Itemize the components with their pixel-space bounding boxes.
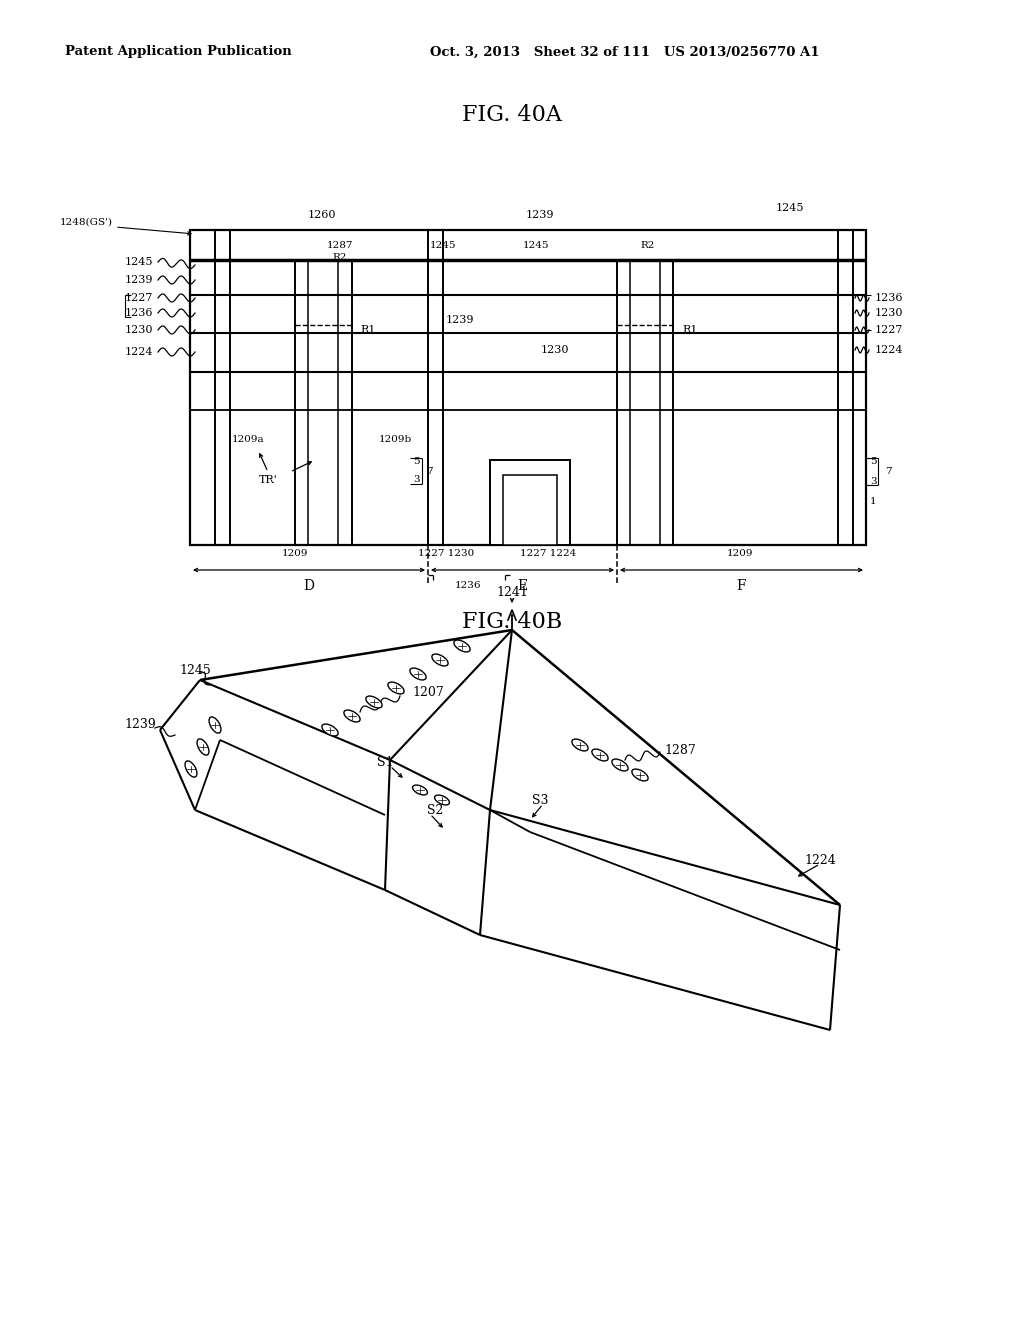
Ellipse shape: [612, 759, 628, 771]
Text: TR': TR': [259, 475, 278, 484]
Text: 1224: 1224: [125, 347, 153, 356]
Ellipse shape: [432, 653, 449, 667]
Text: 1230: 1230: [874, 308, 903, 318]
Text: 1207: 1207: [412, 685, 443, 698]
Text: F: F: [736, 579, 746, 593]
Text: 1227 1230: 1227 1230: [418, 549, 474, 557]
Text: 1: 1: [870, 498, 877, 507]
Text: 7: 7: [885, 467, 892, 477]
Ellipse shape: [434, 795, 450, 805]
Text: 1236: 1236: [455, 581, 481, 590]
Text: 1245: 1245: [776, 203, 804, 213]
Ellipse shape: [366, 696, 382, 708]
Text: 1239: 1239: [125, 275, 153, 285]
Text: 1236: 1236: [874, 293, 903, 304]
Text: FIG. 40A: FIG. 40A: [462, 104, 562, 125]
Bar: [503, 475, 557, 545]
Text: R1: R1: [682, 325, 697, 335]
Text: FIG. 40B: FIG. 40B: [462, 611, 562, 634]
Text: 1248(GS'): 1248(GS'): [60, 218, 113, 227]
Text: 1230: 1230: [541, 345, 569, 355]
Text: 5: 5: [413, 458, 420, 466]
Text: S1: S1: [377, 755, 393, 768]
Text: 1260: 1260: [308, 210, 336, 220]
Text: 1245: 1245: [522, 240, 549, 249]
Text: R2: R2: [641, 240, 655, 249]
Text: 1224: 1224: [804, 854, 836, 866]
Text: 1245: 1245: [179, 664, 211, 676]
Text: 1209: 1209: [727, 549, 754, 557]
Ellipse shape: [413, 785, 427, 795]
Text: S3: S3: [531, 793, 548, 807]
Ellipse shape: [632, 770, 648, 781]
Ellipse shape: [322, 725, 338, 737]
Text: 1209a: 1209a: [231, 436, 264, 445]
Text: 3: 3: [870, 478, 877, 487]
Ellipse shape: [571, 739, 588, 751]
Text: 1224: 1224: [874, 345, 903, 355]
Ellipse shape: [344, 710, 360, 722]
Ellipse shape: [410, 668, 426, 680]
Text: R2: R2: [333, 252, 347, 261]
Text: 1239: 1239: [124, 718, 156, 731]
Text: 1227: 1227: [125, 293, 153, 304]
Text: 1236: 1236: [125, 308, 153, 318]
Bar: [490, 459, 570, 545]
Ellipse shape: [209, 717, 221, 733]
Text: 1241: 1241: [496, 586, 528, 598]
Text: 5: 5: [870, 458, 877, 466]
Text: 3: 3: [413, 475, 420, 484]
Text: 1209b: 1209b: [379, 436, 412, 445]
Text: 1239: 1239: [445, 315, 474, 325]
Text: 1287: 1287: [665, 743, 696, 756]
Ellipse shape: [185, 760, 197, 777]
Bar: [190, 230, 866, 545]
Text: 1245: 1245: [430, 240, 457, 249]
Text: 7: 7: [426, 466, 432, 475]
Ellipse shape: [388, 682, 404, 694]
Ellipse shape: [592, 748, 608, 760]
Text: 1239: 1239: [525, 210, 554, 220]
Text: 1245: 1245: [125, 257, 153, 267]
Text: 1287: 1287: [327, 240, 353, 249]
Text: R1: R1: [360, 325, 376, 335]
Text: S2: S2: [427, 804, 443, 817]
Text: Oct. 3, 2013   Sheet 32 of 111   US 2013/0256770 A1: Oct. 3, 2013 Sheet 32 of 111 US 2013/025…: [430, 45, 819, 58]
Text: 1230: 1230: [125, 325, 153, 335]
Text: 1209: 1209: [282, 549, 308, 557]
Text: 1227: 1227: [874, 325, 903, 335]
Text: E: E: [517, 579, 527, 593]
Text: 1227 1224: 1227 1224: [520, 549, 577, 557]
Text: D: D: [303, 579, 314, 593]
Text: Patent Application Publication: Patent Application Publication: [65, 45, 292, 58]
Ellipse shape: [454, 640, 470, 652]
Ellipse shape: [197, 739, 209, 755]
